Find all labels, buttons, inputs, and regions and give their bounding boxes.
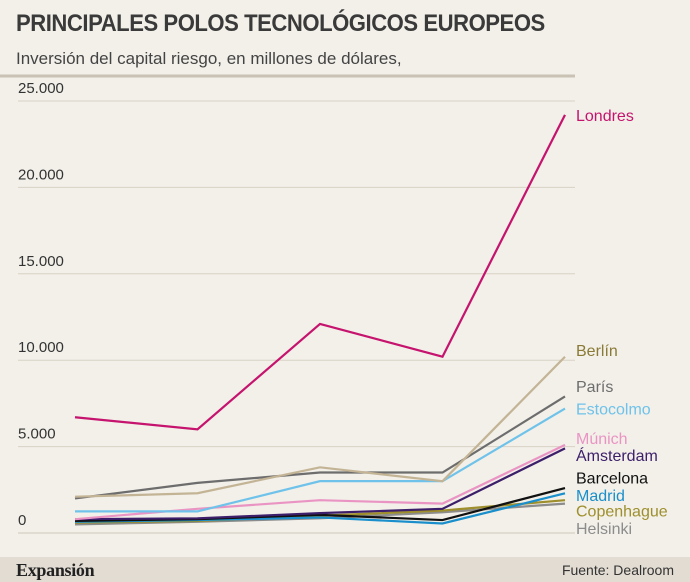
series-line-ámsterdam <box>74 447 566 521</box>
y-tick-label: 25.000 <box>18 80 64 97</box>
series-line-londres <box>74 114 566 431</box>
series-labels: Londres Berlín París Estocolmo MúnichÁmsterd… <box>576 108 668 538</box>
source-note: Fuente: Dealroom <box>561 562 674 578</box>
series-label-londres: Londres <box>576 108 634 125</box>
series-line-barcelona <box>74 487 566 523</box>
series-label-estocolmo: Estocolmo <box>576 402 651 419</box>
y-tick-label: 5.000 <box>18 426 56 443</box>
series-line-estocolmo <box>75 407 566 513</box>
brand-logo: Expansión <box>16 560 95 580</box>
series-label-madrid: Madrid <box>576 488 625 505</box>
y-tick-label: 0 <box>18 512 26 529</box>
series-label-ámsterdam: Ámsterdam <box>576 446 658 465</box>
grid-lines <box>18 100 575 534</box>
chart-subtitle: Inversión del capital riesgo, en millone… <box>16 49 402 68</box>
series-line-berlín <box>74 355 566 498</box>
line-chart: 0 5.000 10.000 15.000 20.000 25.000 Londres Be… <box>0 74 668 538</box>
y-tick-label: 15.000 <box>18 253 64 270</box>
series-label-berlín: Berlín <box>576 343 618 360</box>
chart-title: PRINCIPALES POLOS TECNOLÓGICOS EUROPEOS <box>16 10 545 37</box>
series-line-parís <box>74 395 566 500</box>
series-label-helsinki: Helsinki <box>576 521 632 538</box>
series-label-barcelona: Barcelona <box>576 471 648 488</box>
series-lines <box>74 114 566 526</box>
y-axis-tick-labels: 0 5.000 10.000 15.000 20.000 25.000 <box>18 80 64 529</box>
footer-bar: Expansión Fuente: Dealroom <box>0 557 690 582</box>
series-label-parís: París <box>576 379 613 396</box>
y-tick-label: 10.000 <box>18 339 64 356</box>
series-label-copenhague: Copenhague <box>576 504 668 521</box>
y-tick-label: 20.000 <box>18 166 64 183</box>
series-label-múnich: Múnich <box>576 431 628 448</box>
